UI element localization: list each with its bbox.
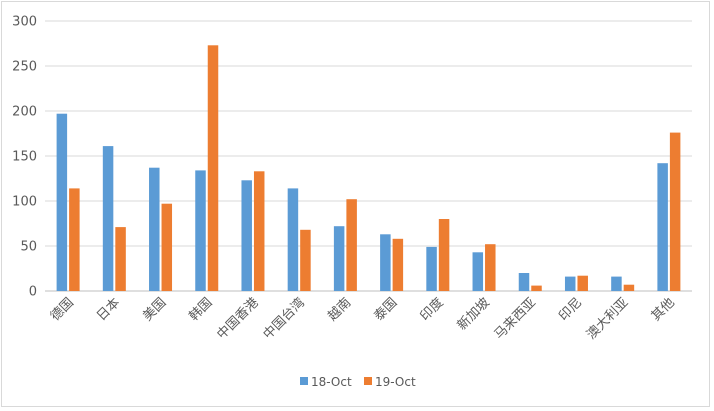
x-tick-label: 中国香港 — [214, 295, 261, 342]
y-tick-label: 200 — [12, 105, 37, 120]
bar-18-Oct-美国 — [149, 167, 160, 291]
bar-19-Oct-澳大利亚 — [623, 284, 635, 291]
legend-label: 18-Oct — [311, 375, 352, 389]
y-tick-label: 0 — [29, 285, 37, 300]
bar-18-Oct-泰国 — [380, 234, 391, 291]
bar-19-Oct-德国 — [69, 188, 80, 291]
bar-18-Oct-越南 — [333, 226, 345, 291]
bar-18-Oct-韩国 — [195, 170, 206, 291]
bar-19-Oct-泰国 — [392, 238, 404, 291]
bar-18-Oct-马来西亚 — [518, 273, 530, 291]
x-tick-label: 德国 — [48, 295, 77, 324]
x-tick-label: 印度 — [417, 295, 447, 325]
y-tick-label: 300 — [12, 15, 37, 30]
bar-18-Oct-其他 — [657, 163, 668, 291]
y-tick-label: 150 — [12, 150, 37, 165]
x-tick-label: 韩国 — [187, 295, 216, 324]
bar-19-Oct-其他 — [669, 132, 681, 291]
bar-19-Oct-新加坡 — [485, 244, 496, 291]
bar-18-Oct-印度 — [426, 246, 437, 291]
bar-19-Oct-印尼 — [577, 275, 588, 291]
bar-18-Oct-新加坡 — [472, 252, 484, 291]
bar-19-Oct-中国台湾 — [300, 229, 311, 291]
x-tick-label: 马来西亚 — [492, 295, 539, 342]
bar-19-Oct-美国 — [161, 203, 173, 291]
bar-19-Oct-越南 — [346, 199, 357, 291]
bar-18-Oct-日本 — [102, 146, 114, 291]
bar-19-Oct-日本 — [115, 227, 126, 291]
legend-swatch — [364, 377, 372, 385]
legend-label: 19-Oct — [375, 375, 416, 389]
x-tick-label: 日本 — [94, 295, 123, 324]
x-tick-label: 印尼 — [556, 295, 585, 324]
bar-18-Oct-中国香港 — [241, 180, 252, 291]
x-tick-label: 新加坡 — [454, 295, 493, 334]
y-tick-label: 50 — [20, 240, 37, 255]
bar-19-Oct-印度 — [438, 219, 450, 291]
bar-18-Oct-印尼 — [564, 276, 576, 291]
bar-19-Oct-韩国 — [207, 45, 219, 291]
bar-19-Oct-中国香港 — [253, 171, 265, 291]
x-tick-label: 泰国 — [371, 295, 400, 324]
bar-18-Oct-德国 — [56, 113, 68, 291]
x-tick-label: 美国 — [140, 295, 169, 324]
x-tick-label: 其他 — [649, 295, 678, 324]
x-tick-label: 越南 — [325, 295, 355, 325]
y-tick-label: 100 — [12, 195, 37, 210]
x-tick-label: 中国台湾 — [260, 295, 308, 343]
bar-18-Oct-中国台湾 — [287, 188, 299, 291]
legend-swatch — [300, 377, 308, 385]
x-tick-label: 澳大利亚 — [583, 295, 631, 343]
y-tick-label: 250 — [12, 60, 37, 75]
bar-18-Oct-澳大利亚 — [611, 276, 622, 291]
bar-19-Oct-马来西亚 — [531, 285, 542, 291]
